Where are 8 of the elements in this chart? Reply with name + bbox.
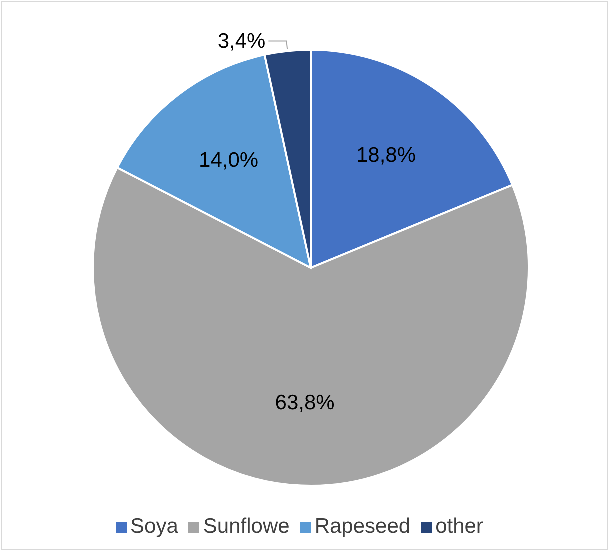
data-label: 63,8% (275, 392, 335, 415)
data-label: 18,8% (356, 144, 416, 168)
legend-label: Rapeseed (314, 515, 411, 538)
data-label: 14,0% (199, 149, 259, 172)
data-label: 3,4% (218, 30, 266, 53)
legend-label: Soya (130, 515, 178, 538)
legend-label: other (436, 515, 484, 538)
legend-label: Sunflowe (203, 515, 290, 538)
